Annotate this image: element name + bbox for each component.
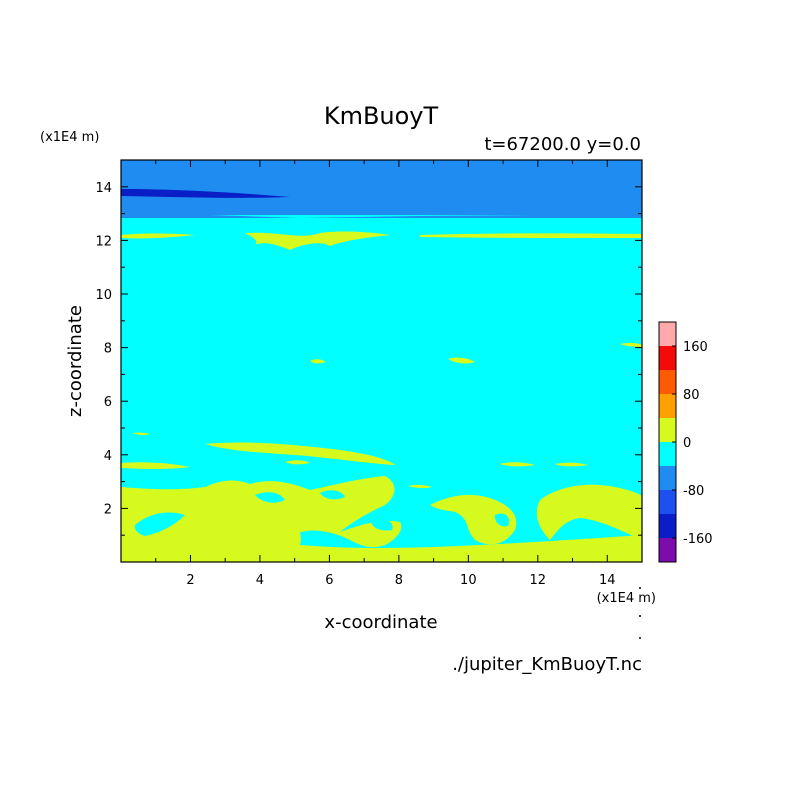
y-unit-label: (x1E4 m) [40,130,99,145]
upper-negative-layer [121,160,642,215]
marker-dot-2 [639,615,641,617]
x-tick-label: 14 [599,573,616,588]
plot-area [121,160,642,562]
surface-positive-center [205,503,301,547]
colorbar-swatch [659,490,676,514]
colorbar-swatch [659,538,676,562]
y-tick-label: 10 [95,288,112,303]
y-axis-label: z-coordinate [65,305,86,417]
strong-negative-streak [121,189,290,198]
colorbar-swatch [659,322,676,346]
surface-positive-right [430,494,517,545]
x-tick-label: 10 [460,573,477,588]
positive-streaks-upper [121,231,642,436]
x-tick-label: 6 [325,573,333,588]
x-axis: 2 4 6 8 10 12 14 [155,160,616,588]
y-axis: 2 4 6 8 10 12 14 [95,181,642,536]
colorbar-tick-label: 160 [683,340,708,355]
file-label: ./jupiter_KmBuoyT.nc [452,654,642,675]
colorbar-swatch [659,466,676,490]
x-tick-label: 2 [186,573,194,588]
x-tick-label: 12 [530,573,547,588]
marker-dot-1 [639,587,641,589]
x-tick-label: 8 [395,573,403,588]
y-tick-label: 8 [104,342,112,357]
x-axis-label: x-coordinate [324,612,437,633]
negative-pockets-lower [134,490,610,538]
colorbar-swatch [659,514,676,538]
upper-layer-edge [121,212,642,218]
colorbar-tick-label: 0 [683,436,691,451]
colorbar-swatch [659,370,676,394]
colorbar-tick-label: 80 [683,388,700,403]
marker-dot-3 [639,637,641,639]
colorbar-swatch [659,394,676,418]
colorbar-swatch [659,442,676,466]
colorbar: 160 80 0 -80 -160 [658,321,713,563]
colorbar-swatch [659,418,676,442]
colorbar-tick-label: -160 [683,532,713,547]
colorbar-tick-label: -80 [683,484,704,499]
y-tick-label: 4 [104,449,112,464]
y-tick-label: 12 [95,234,112,249]
colorbar-swatch [659,346,676,370]
chart-title: KmBuoyT [324,102,439,130]
x-tick-label: 4 [256,573,264,588]
y-tick-label: 6 [104,395,112,410]
y-tick-label: 14 [95,181,112,196]
x-unit-label: (x1E4 m) [597,591,656,606]
plot-frame [120,159,643,563]
y-tick-label: 2 [104,502,112,517]
surface-positive-far-right [536,484,642,540]
positive-streaks-mid [121,442,588,489]
chart-subtitle: t=67200.0 y=0.0 [484,134,641,155]
